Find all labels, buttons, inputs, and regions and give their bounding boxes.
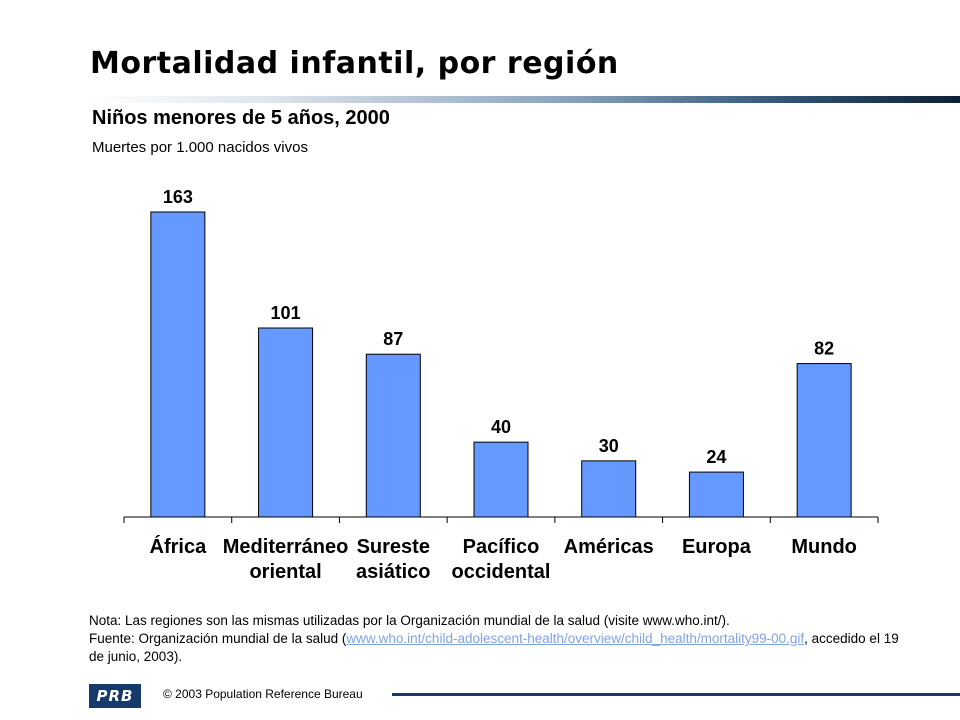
footer-divider [392, 693, 960, 696]
bar [258, 327, 314, 518]
category-label: Mediterráneo [223, 536, 349, 558]
prb-logo: PRB [89, 684, 141, 708]
source-prefix: Fuente: Organización mundial de la salud… [89, 631, 347, 646]
category-label: Europa [682, 536, 752, 558]
data-label: 101 [271, 303, 301, 323]
category-label: Sureste [357, 536, 430, 558]
bar [150, 211, 206, 518]
copyright-text: © 2003 Population Reference Bureau [163, 687, 363, 701]
data-label: 163 [163, 187, 193, 207]
bar [688, 471, 744, 518]
units-label: Muertes por 1.000 nacidos vivos [92, 139, 308, 156]
note-text: Nota: Las regiones son las mismas utiliz… [89, 613, 730, 628]
data-label: 82 [814, 339, 834, 359]
source-text: Fuente: Organización mundial de la salud… [89, 630, 909, 666]
data-label: 40 [491, 417, 511, 437]
category-label: Américas [564, 536, 654, 558]
category-label: África [150, 535, 208, 558]
category-label: asiático [356, 561, 430, 583]
bar-chart: 163 África 101 Mediterráneo oriental 87 Surest… [123, 187, 879, 583]
bar [473, 441, 529, 518]
category-label: Mundo [791, 536, 857, 558]
category-label: Pacífico [463, 536, 540, 558]
data-label: 30 [599, 436, 619, 456]
page-title: Mortalidad infantil, por región [90, 46, 619, 81]
source-suffix: , accedido el 19 de junio, 2003). [89, 631, 899, 664]
source-link[interactable]: www.who.int/child-adolescent-health/over… [346, 631, 805, 646]
bar [796, 363, 852, 518]
chart-subtitle: Niños menores de 5 años, 2000 [92, 107, 390, 129]
data-label: 24 [706, 447, 726, 467]
title-divider [88, 96, 960, 103]
data-label: 87 [383, 329, 403, 349]
category-label: oriental [249, 561, 321, 583]
source-note: Nota: Las regiones son las mismas utiliz… [89, 612, 909, 666]
category-label: occidental [452, 561, 551, 583]
bar [365, 353, 421, 518]
bar [581, 460, 637, 518]
